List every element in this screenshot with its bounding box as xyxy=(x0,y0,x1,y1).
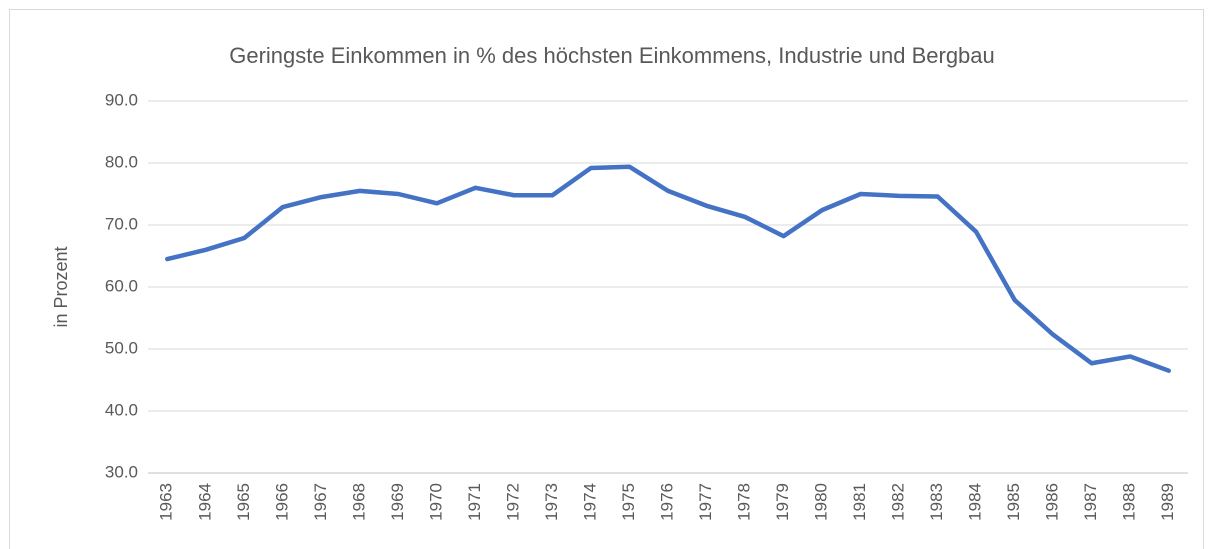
x-tick-label: 1975 xyxy=(619,483,638,521)
x-tick-label: 1987 xyxy=(1081,483,1100,521)
y-tick-label: 70.0 xyxy=(105,214,138,233)
x-tick-label: 1976 xyxy=(657,483,676,521)
x-tick-label: 1964 xyxy=(195,483,214,521)
x-tick-label: 1969 xyxy=(388,483,407,521)
y-tick-label: 80.0 xyxy=(105,152,138,171)
y-tick-label: 40.0 xyxy=(105,400,138,419)
x-tick-label: 1980 xyxy=(812,483,831,521)
x-tick-label: 1986 xyxy=(1043,483,1062,521)
x-tick-label: 1974 xyxy=(580,483,599,521)
x-tick-label: 1967 xyxy=(311,483,330,521)
x-tick-label: 1972 xyxy=(503,483,522,521)
y-tick-label: 90.0 xyxy=(105,90,138,109)
y-tick-label: 30.0 xyxy=(105,462,138,481)
x-tick-label: 1985 xyxy=(1004,483,1023,521)
x-tick-label: 1965 xyxy=(234,483,253,521)
x-tick-label: 1981 xyxy=(850,483,869,521)
x-tick-label: 1977 xyxy=(696,483,715,521)
x-tick-label: 1978 xyxy=(735,483,754,521)
x-tick-label: 1988 xyxy=(1120,483,1139,521)
x-tick-label: 1989 xyxy=(1158,483,1177,521)
x-tick-label: 1979 xyxy=(773,483,792,521)
x-tick-label: 1973 xyxy=(542,483,561,521)
line-series xyxy=(165,164,1171,373)
chart-title: Geringste Einkommen in % des höchsten Ei… xyxy=(229,43,995,68)
x-tick-label: 1970 xyxy=(426,483,445,521)
x-tick-label: 1983 xyxy=(927,483,946,521)
y-axis-title: in Prozent xyxy=(51,246,71,327)
y-tick-label: 60.0 xyxy=(105,276,138,295)
y-tick-label: 50.0 xyxy=(105,338,138,357)
chart-border xyxy=(9,9,1204,549)
x-tick-label: 1968 xyxy=(349,483,368,521)
x-tick-label: 1963 xyxy=(157,483,176,521)
x-tick-label: 1982 xyxy=(889,483,908,521)
x-tick-label: 1984 xyxy=(966,483,985,521)
x-tick-label: 1971 xyxy=(465,483,484,521)
x-tick-label: 1966 xyxy=(272,483,291,521)
